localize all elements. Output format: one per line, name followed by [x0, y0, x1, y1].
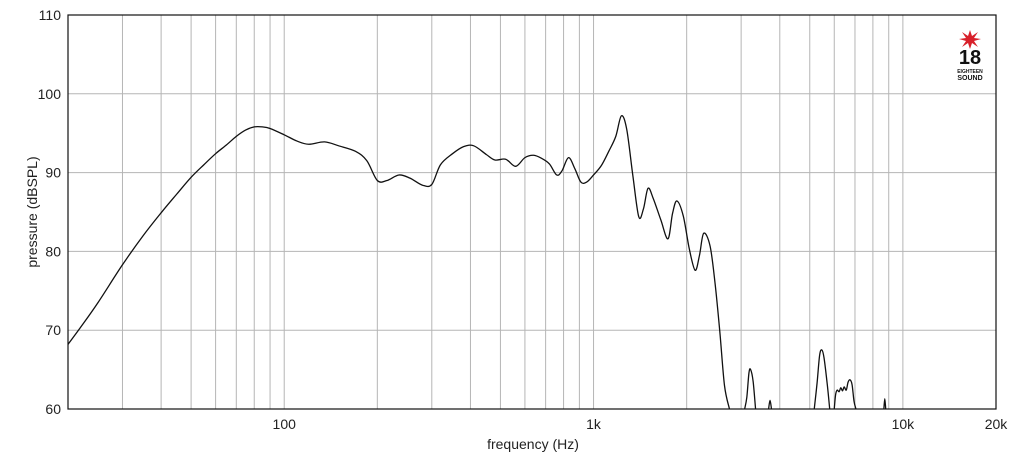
response-curve-segment — [67, 115, 731, 410]
logo-star-icon — [959, 30, 981, 49]
y-tick-label: 90 — [45, 165, 61, 181]
x-tick-label: 20k — [985, 416, 1009, 432]
logo-number: 18 — [959, 47, 981, 69]
x-tick-label: 10k — [892, 416, 916, 432]
logo-line1: EIGHTEEN — [957, 69, 983, 75]
grid — [68, 15, 996, 409]
y-tick-labels: 60 70 80 90 100 110 — [38, 7, 62, 417]
x-tick-label: 1k — [586, 416, 602, 432]
brand-logo: 18 EIGHTEEN SOUND — [957, 30, 983, 82]
response-curve-segment — [813, 349, 831, 410]
x-tick-labels: 100 1k 10k 20k — [273, 416, 1009, 432]
y-tick-label: 60 — [45, 401, 61, 417]
response-curve-segment — [744, 368, 757, 410]
response-curve-segment — [767, 399, 773, 410]
plot-frame — [67, 14, 997, 410]
y-tick-label: 110 — [39, 7, 62, 23]
y-tick-label: 70 — [45, 322, 61, 338]
logo-line2: SOUND — [957, 75, 982, 82]
x-axis-title: frequency (Hz) — [487, 436, 579, 452]
response-curve — [67, 115, 887, 410]
response-curve-segment — [883, 398, 887, 410]
y-tick-label: 100 — [38, 86, 62, 102]
x-tick-label: 100 — [273, 416, 297, 432]
y-tick-label: 80 — [45, 243, 61, 259]
y-axis-title: pressure (dBSPL) — [24, 156, 40, 267]
response-curve-segment — [833, 379, 857, 410]
